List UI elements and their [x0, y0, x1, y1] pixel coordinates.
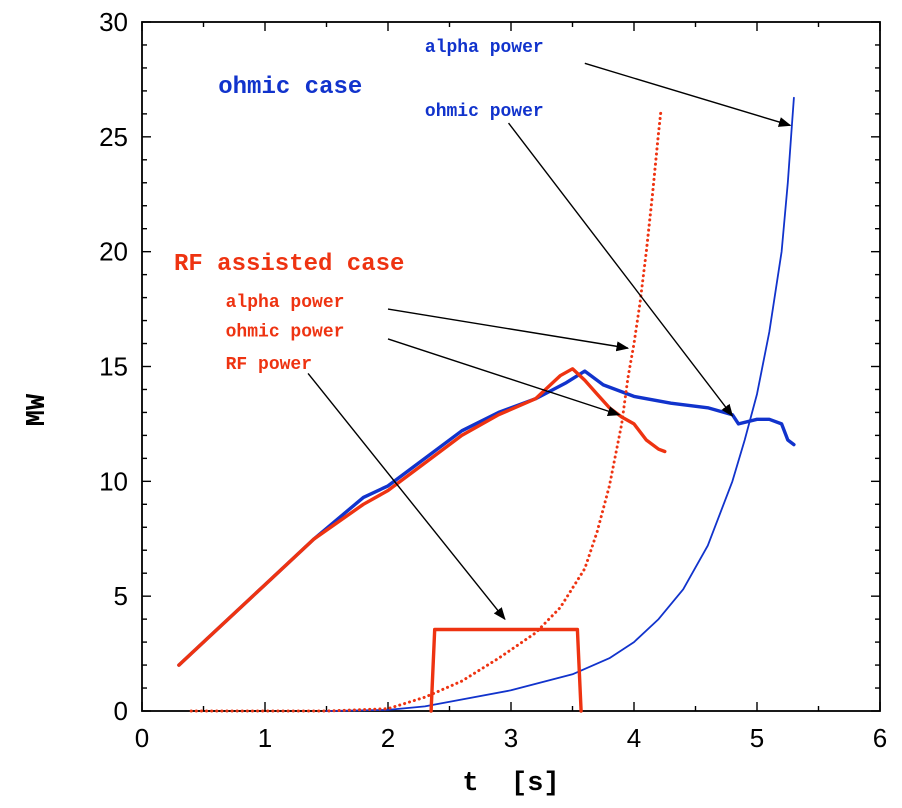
y-tick-label: 30 — [99, 7, 128, 37]
annotation-label-0: ohmic case — [218, 74, 362, 101]
y-tick-label: 15 — [99, 352, 128, 382]
annotation-label-5: ohmic power — [226, 323, 345, 343]
annotation-label-2: ohmic power — [425, 102, 544, 122]
series-line-1 — [325, 96, 795, 712]
annotation-labels: ohmic case alpha power ohmic power RF assis… — [174, 38, 544, 375]
annotation-arrow-6 — [307, 372, 506, 621]
x-tick-label: 6 — [873, 723, 887, 753]
x-tick-label: 4 — [627, 723, 641, 753]
annotation-label-3: RF assisted case — [174, 251, 404, 278]
x-tick-label: 0 — [135, 723, 149, 753]
x-tick-label: 1 — [258, 723, 272, 753]
y-tick-label: 10 — [99, 466, 128, 496]
annotation-label-1: alpha power — [425, 38, 544, 58]
x-tick-label: 3 — [504, 723, 518, 753]
series-layer — [177, 96, 796, 713]
series-line-3 — [189, 107, 663, 713]
y-tick-label: 20 — [99, 237, 128, 267]
annotation-arrow-1 — [584, 62, 792, 127]
series-line-2 — [177, 367, 667, 667]
annotation-arrow-4 — [387, 308, 630, 352]
annotation-arrow-2 — [507, 122, 734, 417]
y-axis-title: MW — [23, 393, 53, 426]
series-line-4 — [429, 627, 583, 713]
y-tick-label: 0 — [114, 696, 128, 726]
axis-tick-labels: 0 1 2 3 4 5 6 0 5 10 15 20 25 30 — [99, 7, 887, 753]
x-axis-title: t [s] — [462, 769, 559, 799]
axis-ticks — [141, 21, 881, 712]
y-tick-label: 5 — [114, 581, 128, 611]
annotation-arrows — [307, 62, 792, 621]
annotation-label-4: alpha power — [226, 293, 345, 313]
x-tick-label: 2 — [381, 723, 395, 753]
annotation-label-6: RF power — [226, 355, 312, 375]
series-line-0 — [177, 369, 796, 667]
y-tick-label: 25 — [99, 122, 128, 152]
annotation-arrow-5 — [387, 338, 621, 416]
x-tick-label: 5 — [750, 723, 764, 753]
